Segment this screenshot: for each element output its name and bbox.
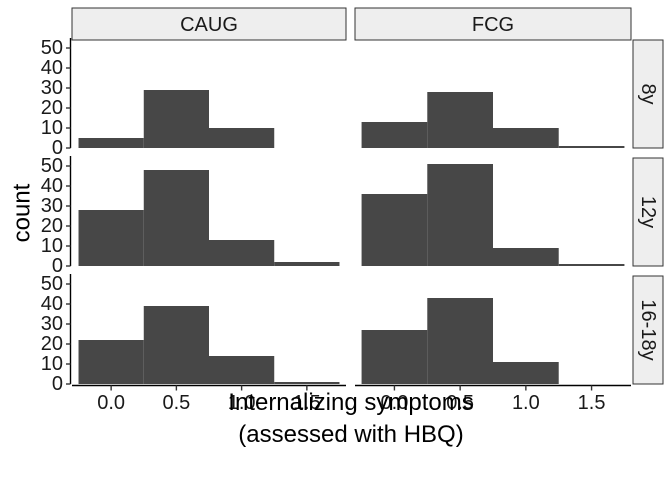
bar-caug-12y-bin-3 <box>274 262 340 266</box>
y-tick-label-12y-40: 40 <box>41 175 63 197</box>
histogram-bars <box>78 90 625 384</box>
bar-fcg-8y-bin-3 <box>558 146 625 148</box>
facet-strips: CAUG FCG 8y 12y 16-18y <box>71 7 664 385</box>
bar-fcg-8y-bin-1 <box>427 92 493 148</box>
y-tick-label-8y-50: 50 <box>41 37 63 59</box>
axes <box>66 38 631 391</box>
bar-caug-16-18y-bin-3 <box>274 382 340 384</box>
strip-12y <box>632 157 664 267</box>
x-tick-label-fcg-1: 0.5 <box>446 392 474 414</box>
x-axis-title-line-1: Internalizing symptoms <box>228 389 473 416</box>
bar-fcg-12y-bin-1 <box>427 164 493 266</box>
y-tick-label-16-18y-40: 40 <box>41 293 63 315</box>
bar-fcg-16-18y-bin-0 <box>361 330 428 384</box>
y-tick-label-8y-30: 30 <box>41 77 63 99</box>
y-tick-label-16-18y-50: 50 <box>41 273 63 295</box>
bar-caug-16-18y-bin-2 <box>209 356 275 384</box>
strip-label-12y: 12y <box>637 196 659 228</box>
bar-caug-8y-bin-0 <box>78 138 144 148</box>
y-tick-label-8y-0: 0 <box>52 137 63 159</box>
bar-fcg-12y-bin-3 <box>558 264 625 266</box>
y-axis-title: count <box>9 183 36 242</box>
bar-fcg-8y-bin-0 <box>361 122 428 148</box>
bar-caug-12y-bin-0 <box>78 210 144 266</box>
bar-caug-12y-bin-1 <box>143 170 209 266</box>
x-tick-label-fcg-3: 1.5 <box>578 392 606 414</box>
strip-16-18y <box>632 275 664 385</box>
bar-fcg-8y-bin-2 <box>493 128 559 148</box>
strip-label-fcg: FCG <box>472 14 514 36</box>
y-tick-label-16-18y-10: 10 <box>41 353 63 375</box>
y-tick-label-12y-20: 20 <box>41 215 63 237</box>
y-tick-label-12y-30: 30 <box>41 195 63 217</box>
y-tick-label-8y-10: 10 <box>41 117 63 139</box>
y-tick-label-8y-40: 40 <box>41 57 63 79</box>
bar-caug-8y-bin-2 <box>209 128 275 148</box>
strip-fcg <box>354 7 632 41</box>
bar-caug-16-18y-bin-1 <box>143 306 209 384</box>
bar-caug-12y-bin-2 <box>209 240 275 266</box>
y-tick-label-12y-0: 0 <box>52 255 63 277</box>
x-tick-label-fcg-2: 1.0 <box>512 392 540 414</box>
bar-fcg-16-18y-bin-2 <box>493 362 559 384</box>
strip-label-16-18y: 16-18y <box>637 299 659 360</box>
bar-caug-16-18y-bin-0 <box>78 340 144 384</box>
bar-fcg-12y-bin-2 <box>493 248 559 266</box>
strip-label-8y: 8y <box>637 83 659 104</box>
strip-8y <box>632 39 664 149</box>
y-tick-label-16-18y-0: 0 <box>52 373 63 395</box>
y-tick-label-16-18y-30: 30 <box>41 313 63 335</box>
x-tick-label-caug-3: 1.5 <box>293 392 321 414</box>
x-tick-label-caug-0: 0.0 <box>97 392 125 414</box>
x-axis-title-line-2: (assessed with HBQ) <box>238 421 463 448</box>
y-tick-label-16-18y-20: 20 <box>41 333 63 355</box>
y-tick-label-12y-10: 10 <box>41 235 63 257</box>
x-tick-label-caug-1: 0.5 <box>162 392 190 414</box>
strip-caug <box>71 7 347 41</box>
strip-label-caug: CAUG <box>180 14 238 36</box>
bar-caug-8y-bin-1 <box>143 90 209 148</box>
y-tick-label-8y-20: 20 <box>41 97 63 119</box>
bar-fcg-12y-bin-0 <box>361 194 428 266</box>
bar-fcg-16-18y-bin-1 <box>427 298 493 384</box>
y-tick-label-12y-50: 50 <box>41 155 63 177</box>
x-tick-label-fcg-0: 0.0 <box>381 392 409 414</box>
x-tick-label-caug-2: 1.0 <box>228 392 256 414</box>
